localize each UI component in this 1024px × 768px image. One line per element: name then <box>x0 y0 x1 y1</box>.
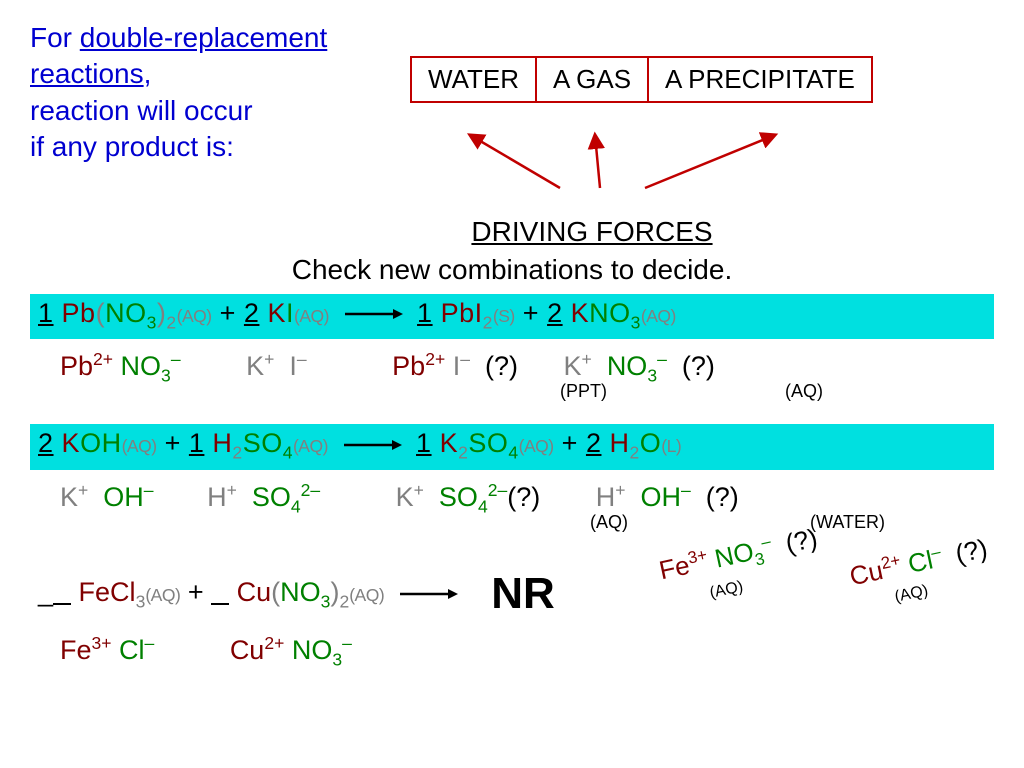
reaction-arrow-icon <box>342 437 402 453</box>
intro-for: For <box>30 22 80 53</box>
intro-text: For double-replacement reactions, reacti… <box>30 20 400 166</box>
annot-water: (WATER) <box>810 512 885 533</box>
annot-ppt: (PPT) <box>560 381 607 402</box>
equation-1: 1 Pb(NO3)2(AQ) + 2 KI(AQ) 1 PbI2(S) + 2 … <box>30 294 994 339</box>
intro-line3: if any product is: <box>30 129 400 165</box>
product-gas: A GAS <box>537 58 649 101</box>
rotated-ion-1: Fe3+ NO3– (?) (AQ) <box>660 555 821 591</box>
reaction-arrow-icon <box>398 586 458 602</box>
equation-2: 2 KOH(AQ) + 1 H2SO4(AQ) 1 K2SO4(AQ) + 2 … <box>30 424 994 469</box>
ion-row-3: Fe3+ Cl– Cu2+ NO3– <box>30 619 994 670</box>
product-boxes: WATER A GAS A PRECIPITATE <box>410 56 873 103</box>
product-water: WATER <box>412 58 537 101</box>
check-line: Check new combinations to decide. <box>30 254 994 286</box>
reaction-arrow-icon <box>343 306 403 322</box>
nr-label: NR <box>491 569 555 619</box>
driving-forces-label: DRIVING FORCES <box>190 216 994 248</box>
annot-aq: (AQ) <box>785 381 823 402</box>
ion-row-2: K+ OH– H+ SO42– K+ SO42–(?) H+ OH– (?) (… <box>30 474 994 517</box>
intro-line2: reaction will occur <box>30 93 400 129</box>
intro-comma: , <box>144 58 152 89</box>
product-precipitate: A PRECIPITATE <box>649 58 871 101</box>
rotated-ion-2: Cu2+ Cl– (?) (AQ) <box>850 561 990 593</box>
ion-row-1: Pb2+ NO3– K+ I– Pb2+ I– (?) K+ NO3– (?) … <box>30 343 994 386</box>
equation-3: _ FeCl3(AQ) + Cu(NO3)2(AQ) NR Fe3+ NO3– … <box>30 559 994 619</box>
annot-aq2: (AQ) <box>590 512 628 533</box>
